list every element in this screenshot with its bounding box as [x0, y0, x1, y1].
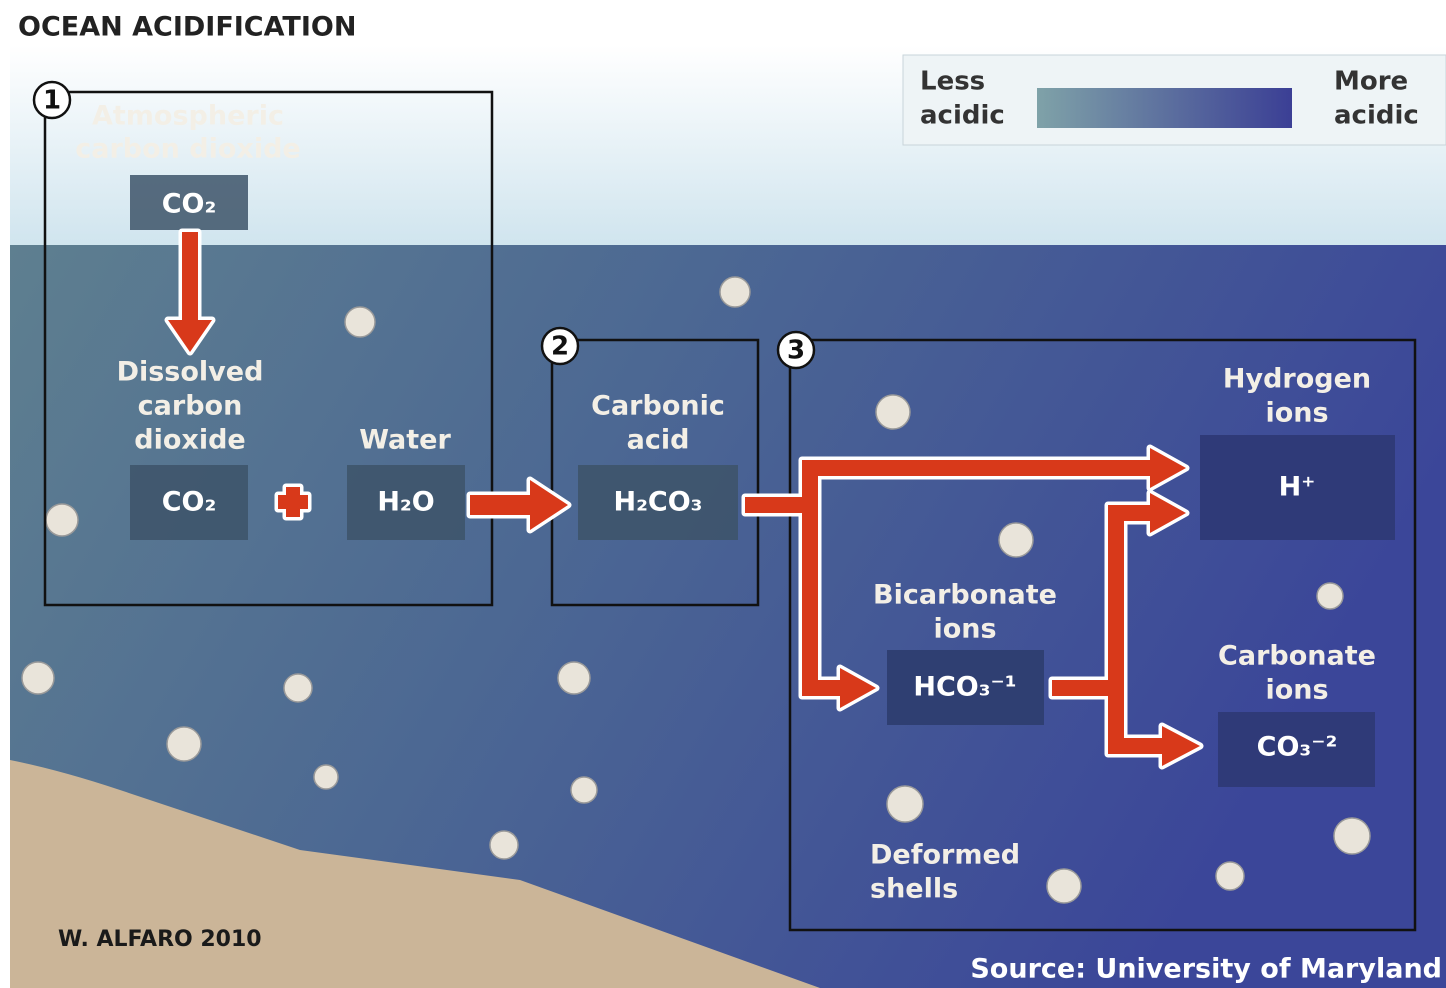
shell	[283, 673, 313, 703]
formula-box	[887, 650, 1044, 725]
node-formula: HCO₃⁻¹	[913, 672, 1016, 703]
step-badge	[540, 326, 580, 366]
node-label: Carbonate	[1218, 641, 1376, 672]
step-frame	[788, 338, 1417, 932]
shell	[489, 830, 519, 860]
formula-box	[578, 465, 738, 540]
node-formula: H⁺	[1279, 472, 1316, 503]
seabed	[10, 760, 820, 988]
shell	[344, 306, 376, 338]
node-label: carbon dioxide	[75, 134, 300, 165]
node-formula: H₂O	[377, 487, 434, 518]
credit: W. ALFARO 2010	[58, 927, 262, 952]
node-label: dioxide	[134, 425, 245, 456]
shell	[45, 503, 79, 537]
node-formula: CO₃⁻²	[1257, 732, 1338, 763]
annotation: shells	[870, 874, 958, 905]
shell	[1316, 582, 1344, 610]
source: Source: University of Maryland	[970, 954, 1442, 985]
step-badge	[776, 330, 816, 370]
node-label: Bicarbonate	[873, 580, 1057, 611]
legend-low: Less	[920, 67, 985, 97]
shell	[21, 661, 55, 695]
shell	[1046, 868, 1082, 904]
step-number: 2	[551, 332, 569, 362]
node-label: Carbonic	[591, 391, 725, 422]
node-label: ions	[1265, 398, 1328, 429]
node-label: carbon	[138, 391, 243, 422]
node-label: Hydrogen	[1223, 364, 1371, 395]
node-label: acid	[627, 425, 690, 456]
step-number: 3	[787, 336, 805, 366]
step-badges: 1 2 3	[32, 80, 816, 370]
node-label: ions	[1265, 675, 1328, 706]
step-frame	[43, 90, 494, 607]
shell	[1333, 817, 1371, 855]
node-formula: CO₂	[162, 487, 217, 518]
shell	[166, 726, 202, 762]
node-label: ions	[933, 614, 996, 645]
legend-high: acidic	[1334, 101, 1419, 131]
annotation: Deformed	[870, 840, 1020, 871]
formula-box	[1200, 435, 1395, 540]
node-label: Dissolved	[117, 357, 264, 388]
node-formula: CO₂	[162, 189, 217, 220]
formula-box	[130, 465, 248, 540]
node-formula: H₂CO₃	[613, 487, 702, 518]
shell	[886, 785, 924, 823]
shell	[313, 764, 339, 790]
step-frame	[550, 338, 760, 607]
shell	[719, 276, 751, 308]
acidity-scale	[1037, 88, 1292, 128]
legend: Less acidic More acidic	[902, 54, 1446, 146]
formula-box	[347, 465, 465, 540]
step-number: 1	[43, 86, 61, 116]
legend-high: More	[1334, 67, 1408, 97]
step-badge	[32, 80, 72, 120]
shell	[875, 394, 911, 430]
shell	[998, 522, 1034, 558]
labels: Atmospheric carbon dioxide CO₂ Dissolved…	[75, 101, 1376, 905]
shell	[1215, 861, 1245, 891]
shell	[557, 661, 591, 695]
shell	[570, 776, 598, 804]
title: OCEAN ACIDIFICATION	[18, 12, 356, 43]
legend-low: acidic	[920, 101, 1005, 131]
formula-box	[130, 175, 248, 230]
node-label: Atmospheric	[92, 101, 284, 132]
node-label: Water	[359, 425, 451, 456]
shells	[21, 276, 1371, 904]
formula-boxes	[130, 175, 1395, 787]
formula-box	[1218, 712, 1375, 787]
